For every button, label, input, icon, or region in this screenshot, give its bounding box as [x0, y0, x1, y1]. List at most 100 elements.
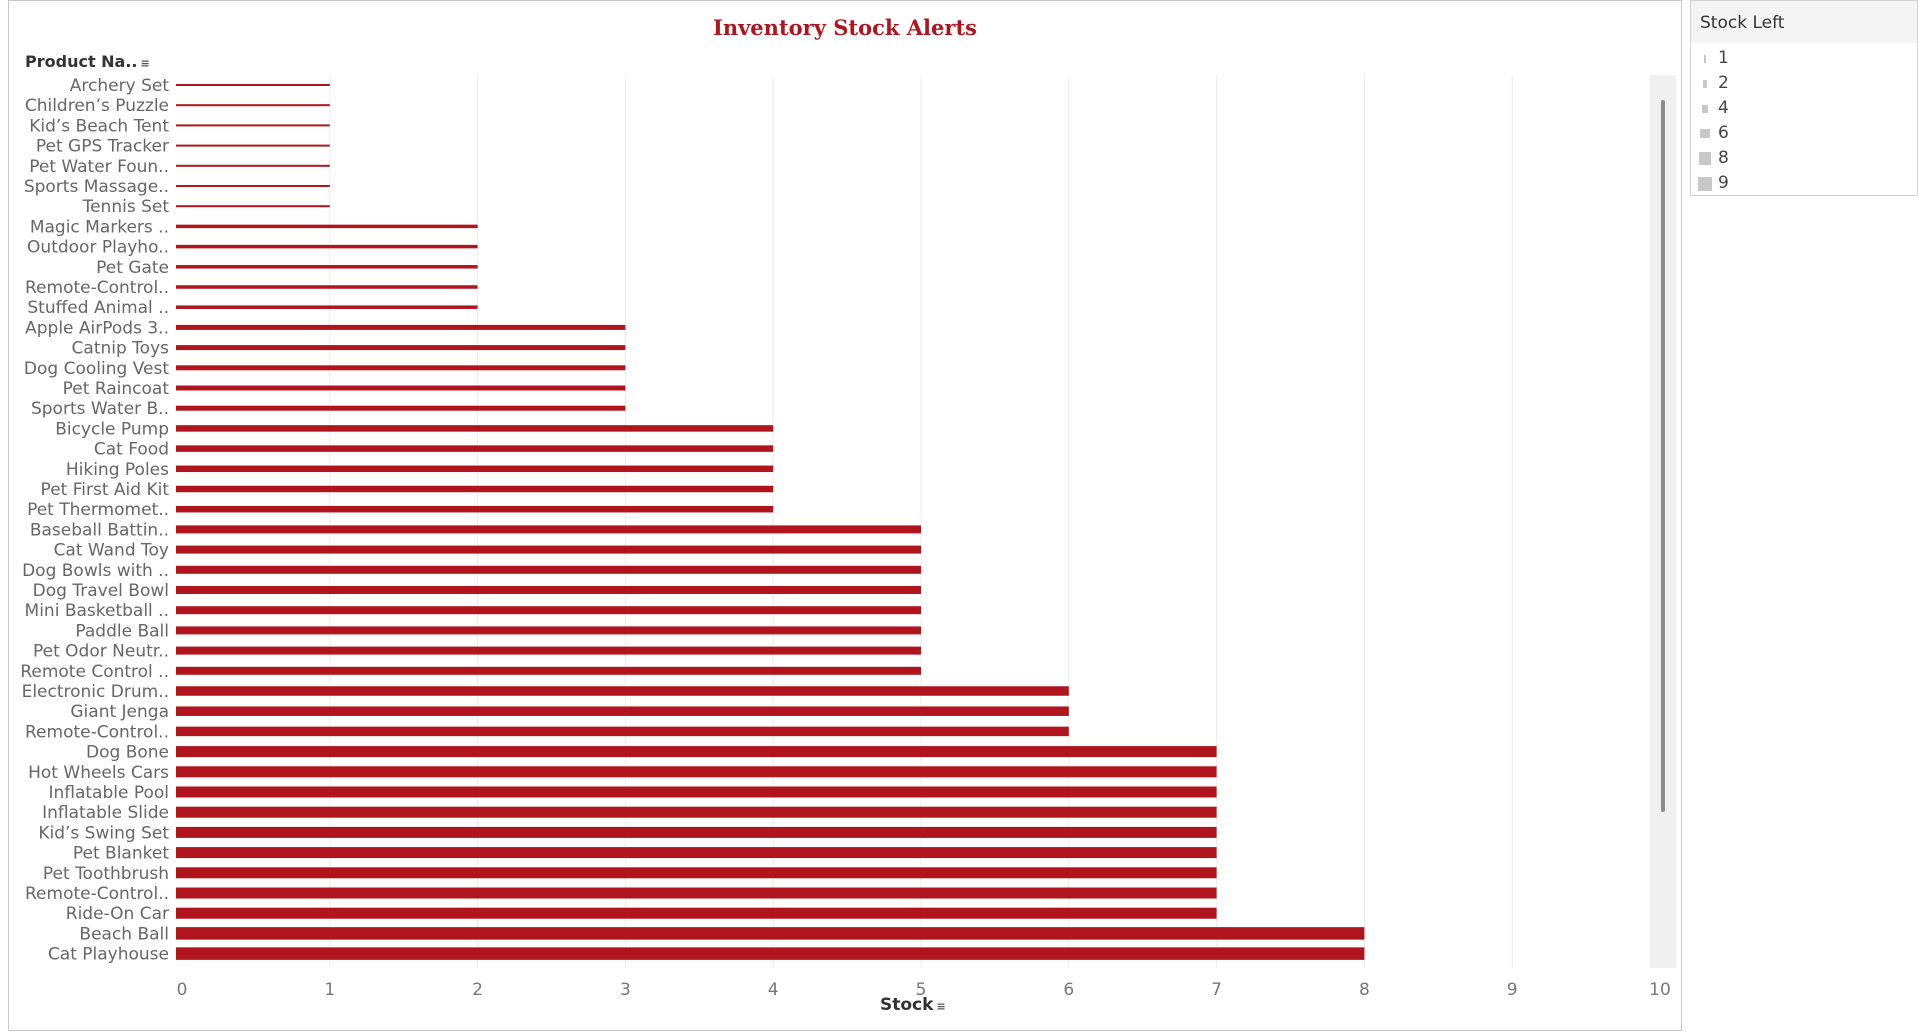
- category-label: Pet First Aid Kit: [41, 480, 170, 500]
- bar: [176, 365, 626, 371]
- category-label: Pet Blanket: [73, 844, 169, 864]
- category-label: Remote-Control..: [25, 884, 169, 904]
- scrollbar-thumb[interactable]: [1661, 100, 1665, 812]
- bar: [176, 706, 1069, 716]
- category-label: Baseball Battin..: [30, 520, 169, 540]
- bar: [176, 205, 330, 208]
- category-label: Pet Odor Neutr..: [33, 642, 169, 662]
- category-label: Stuffed Animal ..: [27, 298, 169, 318]
- bar: [176, 626, 921, 635]
- bar: [176, 545, 921, 554]
- legend-swatch: [1698, 176, 1712, 191]
- category-label: Remote-Control..: [25, 722, 169, 742]
- category-label: Archery Set: [70, 76, 170, 96]
- category-label: Dog Bone: [86, 743, 169, 763]
- bar: [176, 927, 1365, 940]
- bar: [176, 124, 330, 127]
- category-label: Tennis Set: [82, 197, 170, 217]
- legend-item[interactable]: 6: [1691, 121, 1917, 146]
- bar: [176, 164, 330, 167]
- x-axis-label: Stock: [880, 995, 934, 1015]
- category-label: Cat Food: [94, 440, 169, 460]
- bar: [176, 786, 1217, 798]
- category-label: Sports Massage..: [24, 177, 169, 197]
- legend-item[interactable]: 8: [1691, 146, 1917, 171]
- bar: [176, 104, 330, 107]
- bar: [176, 766, 1217, 778]
- legend-item[interactable]: 9: [1691, 171, 1917, 196]
- x-tick-label: 3: [620, 980, 631, 1000]
- category-label: Ride-On Car: [66, 904, 169, 924]
- bar: [176, 405, 626, 411]
- row-header-label: Product Na..: [25, 52, 138, 71]
- sort-icon[interactable]: ≡: [140, 57, 150, 70]
- x-tick-label: 8: [1359, 980, 1370, 1000]
- x-axis-title[interactable]: Stock ≡: [880, 995, 946, 1015]
- legend-swatch: [1701, 104, 1709, 113]
- legend-item-label: 8: [1718, 148, 1729, 168]
- bar: [176, 485, 774, 493]
- category-label: Pet Thermomet..: [27, 500, 169, 520]
- bar: [176, 806, 1217, 818]
- bar: [176, 586, 921, 594]
- legend-item-label: 9: [1718, 173, 1729, 193]
- category-label: Mini Basketball ..: [25, 601, 169, 621]
- category-label: Kid’s Beach Tent: [29, 116, 169, 136]
- bar: [176, 324, 626, 330]
- bar: [176, 907, 1217, 919]
- bar: [176, 144, 330, 147]
- category-label: Remote-Control..: [25, 278, 169, 298]
- x-tick-label: 5: [916, 980, 927, 1000]
- legend-item[interactable]: 1: [1691, 46, 1917, 71]
- bar: [176, 887, 1217, 899]
- category-label: Pet Toothbrush: [43, 864, 169, 884]
- chart-title: Inventory Stock Alerts: [713, 15, 977, 40]
- sort-icon[interactable]: ≡: [936, 1000, 946, 1013]
- legend-item[interactable]: 4: [1691, 96, 1917, 121]
- x-tick-label: 4: [768, 980, 779, 1000]
- x-tick-label: 2: [472, 980, 483, 1000]
- x-tick-label: 9: [1507, 980, 1518, 1000]
- bar: [176, 826, 1217, 838]
- category-label: Children’s Puzzle: [25, 96, 169, 116]
- bar: [176, 305, 478, 309]
- category-label: Paddle Ball: [75, 621, 169, 641]
- category-label: Giant Jenga: [70, 702, 169, 722]
- bar: [176, 606, 921, 615]
- category-label: Sports Water B..: [31, 399, 169, 419]
- x-tick-label: 1: [324, 980, 335, 1000]
- bar: [176, 686, 1069, 696]
- category-label: Pet Water Foun..: [29, 157, 169, 177]
- chart-panel: Inventory Stock Alerts: [8, 0, 1682, 1031]
- x-tick-label: 10: [1649, 980, 1671, 1000]
- category-label: Electronic Drum..: [22, 682, 169, 702]
- category-label: Outdoor Playho..: [27, 238, 169, 258]
- category-label: Inflatable Slide: [42, 803, 169, 823]
- legend-item-label: 1: [1718, 48, 1729, 68]
- legend-item-label: 2: [1718, 73, 1729, 93]
- legend-swatch: [1700, 128, 1710, 139]
- category-label: Dog Cooling Vest: [24, 359, 169, 379]
- category-label: Hot Wheels Cars: [28, 763, 169, 783]
- legend-swatch: [1704, 54, 1706, 63]
- category-label: Apple AirPods 3..: [25, 318, 169, 338]
- bar: [176, 666, 921, 675]
- category-label: Cat Wand Toy: [54, 541, 169, 561]
- bar: [176, 244, 478, 249]
- category-label: Dog Travel Bowl: [33, 581, 169, 601]
- bar: [176, 867, 1217, 879]
- bar: [176, 84, 330, 86]
- x-tick-label: 0: [177, 980, 188, 1000]
- legend-item-label: 6: [1718, 123, 1729, 143]
- legend-item[interactable]: 2: [1691, 71, 1917, 96]
- category-label: Kid’s Swing Set: [38, 823, 169, 843]
- category-label: Remote Control ..: [20, 662, 169, 682]
- category-label: Hiking Poles: [66, 460, 169, 480]
- bar: [176, 345, 626, 351]
- category-label: Pet Raincoat: [63, 379, 170, 399]
- bar: [176, 185, 330, 187]
- bar: [176, 565, 921, 574]
- row-header-product-name[interactable]: Product Na.. ≡: [25, 52, 150, 71]
